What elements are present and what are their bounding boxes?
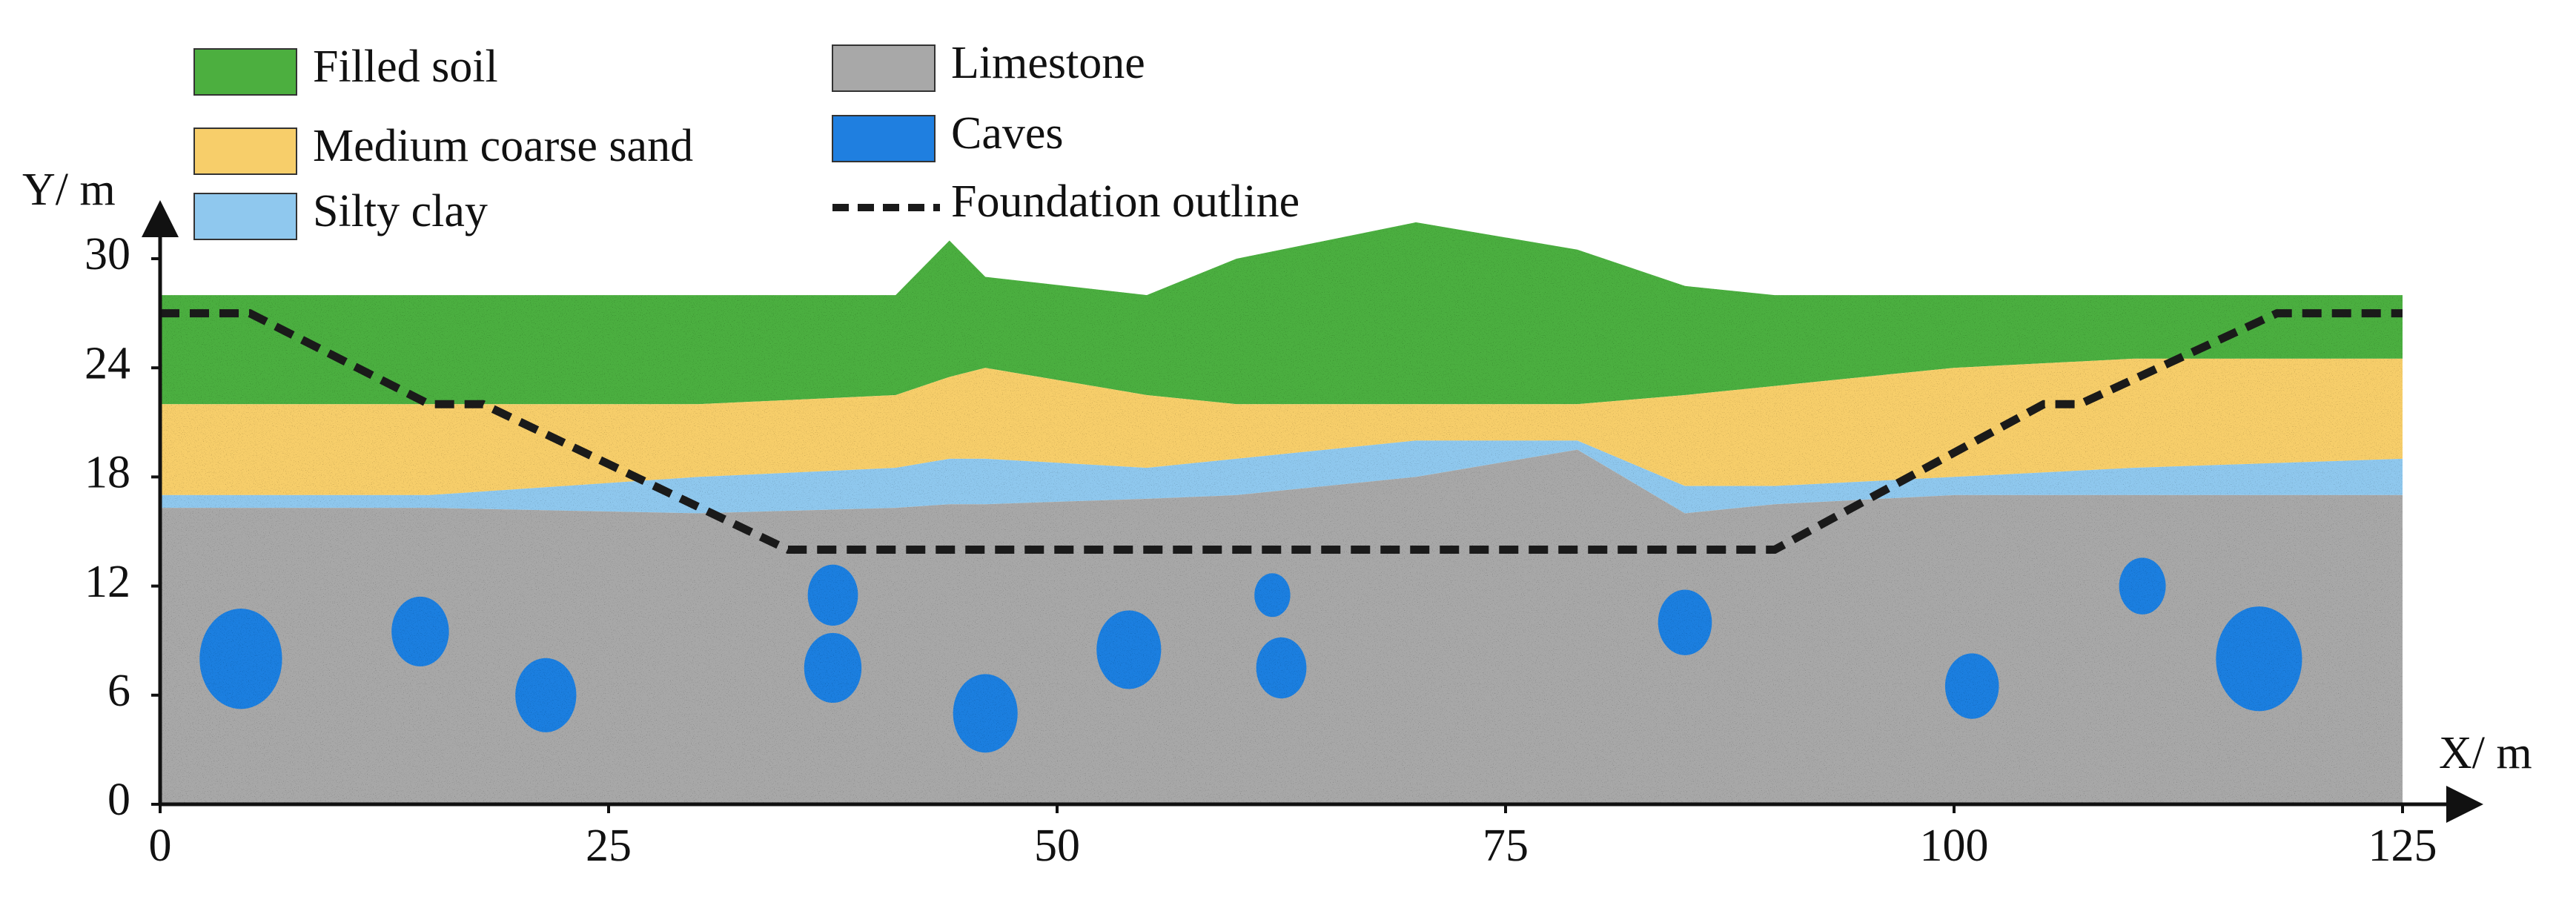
legend-label: Medium coarse sand bbox=[313, 121, 693, 171]
legend-label: Filled soil bbox=[313, 42, 498, 92]
cave bbox=[2216, 606, 2302, 712]
cave bbox=[515, 658, 577, 732]
cave bbox=[807, 564, 858, 626]
legend-swatch bbox=[193, 128, 297, 175]
x-tick-label: 125 bbox=[2368, 821, 2437, 871]
caves bbox=[199, 557, 2302, 753]
cave bbox=[953, 674, 1018, 753]
x-tick-label: 75 bbox=[1483, 821, 1529, 871]
legend: Filled soil Medium coarse sand Silty clay L… bbox=[193, 38, 1299, 240]
y-tick-label: 30 bbox=[85, 229, 130, 279]
legend-swatch bbox=[193, 48, 297, 96]
cave bbox=[199, 609, 282, 709]
cave bbox=[2119, 557, 2166, 615]
cave bbox=[804, 632, 862, 703]
cave bbox=[1254, 573, 1291, 617]
cave bbox=[1944, 653, 1999, 719]
overlay: 0 25 50 75 100 125 0 6 12 18 24 30 bbox=[85, 229, 2437, 871]
layer bbox=[160, 222, 2403, 405]
cave bbox=[391, 596, 449, 667]
x-tick-label: 100 bbox=[1920, 821, 1989, 871]
x-tick-label: 25 bbox=[586, 821, 632, 871]
x-axis-label: X/ m bbox=[2439, 728, 2532, 778]
y-tick-label: 18 bbox=[85, 448, 130, 498]
legend-swatch bbox=[193, 193, 297, 240]
layer bbox=[160, 449, 2403, 804]
legend-label: Caves bbox=[951, 108, 1064, 159]
layers bbox=[160, 222, 2403, 804]
layer bbox=[160, 358, 2403, 495]
cave bbox=[1256, 637, 1307, 699]
y-tick-label: 12 bbox=[85, 557, 130, 607]
y-tick-label: 0 bbox=[107, 775, 130, 825]
legend-swatch bbox=[832, 44, 936, 92]
y-tick-label: 6 bbox=[107, 666, 130, 716]
y-tick-label: 24 bbox=[85, 338, 130, 388]
legend-label: Silty clay bbox=[313, 186, 488, 236]
y-axis-label: Y/ m bbox=[22, 165, 116, 215]
legend-swatch bbox=[832, 115, 936, 162]
legend-label: Foundation outline bbox=[951, 176, 1299, 227]
cave bbox=[1096, 610, 1162, 689]
x-tick-label: 0 bbox=[149, 821, 172, 871]
cave bbox=[1658, 589, 1712, 655]
legend-label: Limestone bbox=[951, 38, 1145, 88]
x-tick-label: 50 bbox=[1034, 821, 1080, 871]
foundation-outline bbox=[160, 309, 2403, 554]
layer bbox=[160, 440, 2403, 514]
